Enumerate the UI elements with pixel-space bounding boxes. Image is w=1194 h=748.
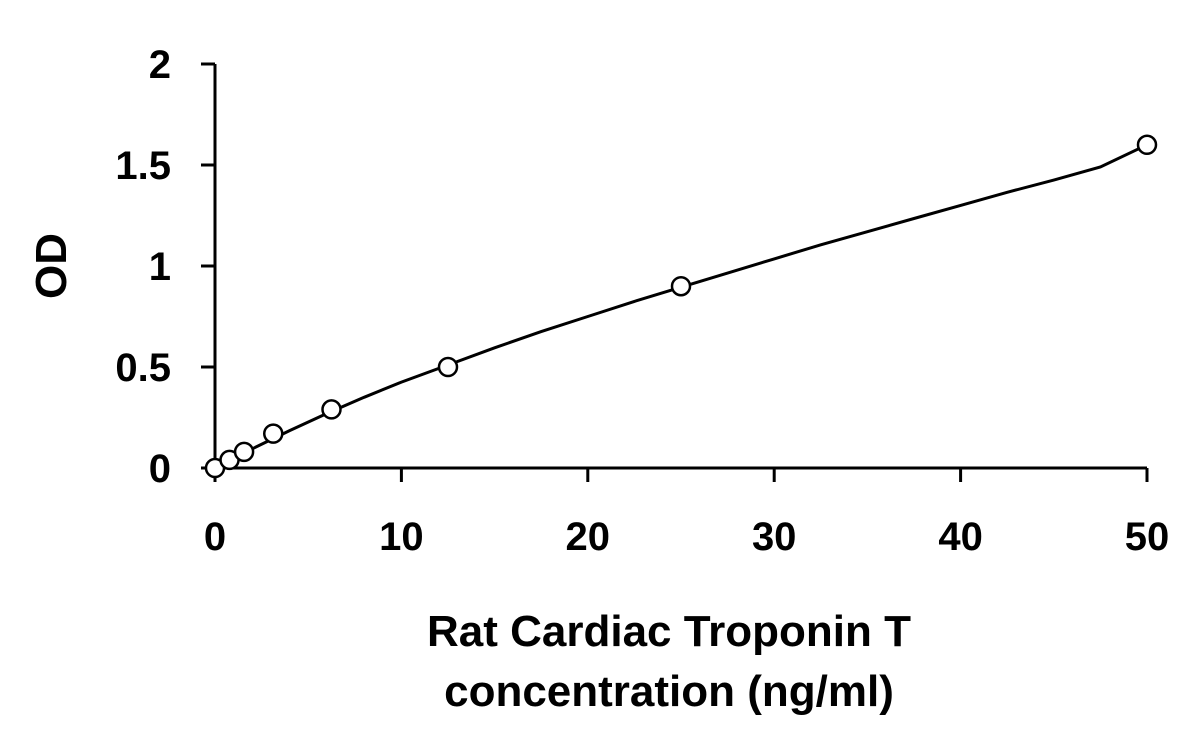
- x-tick-label: 30: [752, 515, 797, 559]
- axes: [213, 64, 1147, 470]
- x-tick-label: 0: [204, 515, 226, 559]
- x-tick-label: 40: [938, 515, 983, 559]
- data-point: [233, 441, 255, 463]
- y-tick-label: 2: [149, 43, 171, 87]
- y-ticks: 0 0.5 1 1.5 2: [115, 43, 215, 491]
- x-ticks: 0 10 20 30 40 50: [204, 468, 1169, 559]
- x-axis-title-line-2: concentration (ng/ml): [444, 667, 894, 716]
- fit-curve: [214, 143, 1148, 470]
- y-tick-label: 1: [149, 245, 171, 289]
- y-tick-label: 0.5: [115, 346, 171, 390]
- x-tick-label: 20: [566, 515, 611, 559]
- data-points: [204, 134, 1158, 479]
- x-axis-title-line-1: Rat Cardiac Troponin T: [427, 607, 911, 656]
- data-point: [1136, 134, 1158, 156]
- data-point: [670, 275, 692, 297]
- data-point: [321, 399, 342, 420]
- y-axis-title: OD: [27, 233, 76, 299]
- x-tick-label: 50: [1125, 515, 1170, 559]
- data-point: [437, 356, 459, 378]
- y-tick-label: 1.5: [115, 144, 171, 188]
- y-tick-label: 0: [149, 447, 171, 491]
- data-point: [263, 423, 284, 444]
- x-tick-label: 10: [379, 515, 424, 559]
